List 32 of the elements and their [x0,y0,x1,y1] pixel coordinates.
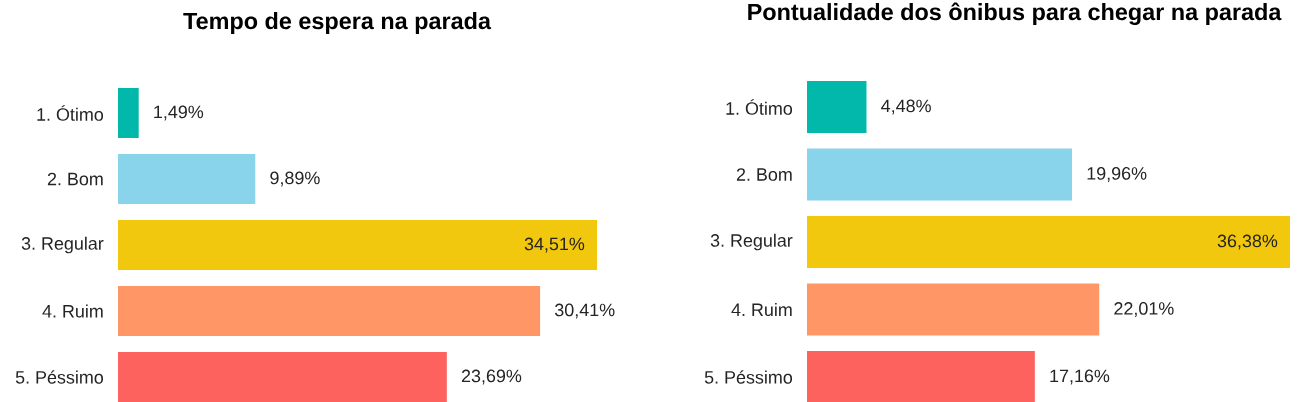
data-label: 23,69% [461,369,522,385]
y-tick-label: 2. Bom [736,168,792,181]
y-tick-label: 5. Péssimo [704,370,793,384]
data-label: 4,48% [881,99,931,115]
y-tick-label: 3. Regular [710,233,793,251]
y-tick-label: 2. Bom [47,172,103,186]
bar [118,220,598,270]
bar [807,283,1100,336]
data-label: 22,01% [1114,302,1174,317]
bar [118,352,447,402]
bar [118,154,256,204]
data-label: 9,89% [270,171,320,187]
y-tick-label: 4. Ruim [42,304,103,318]
bar [807,351,1035,402]
bar [807,81,867,133]
data-label: 30,41% [555,303,615,319]
data-label: 1,49% [154,105,204,121]
bar [807,148,1073,201]
chart-title: Pontualidade dos ônibus para chegar na parada [748,2,1282,25]
data-label: 19,96% [1087,167,1147,182]
bar [118,88,139,138]
bar [807,216,1291,268]
y-tick-label: 3. Regular [21,236,104,254]
bar [118,286,541,336]
data-label: 34,51% [524,237,585,253]
data-label: 17,16% [1050,369,1110,385]
chart-title: Tempo de espera na parada [183,12,492,34]
data-label: 36,38% [1217,234,1278,250]
y-tick-label: 1. Ótimo [726,99,793,115]
y-tick-label: 4. Ruim [731,302,792,317]
y-tick-label: 5. Péssimo [15,370,104,384]
y-tick-label: 1. Ótimo [37,105,104,121]
